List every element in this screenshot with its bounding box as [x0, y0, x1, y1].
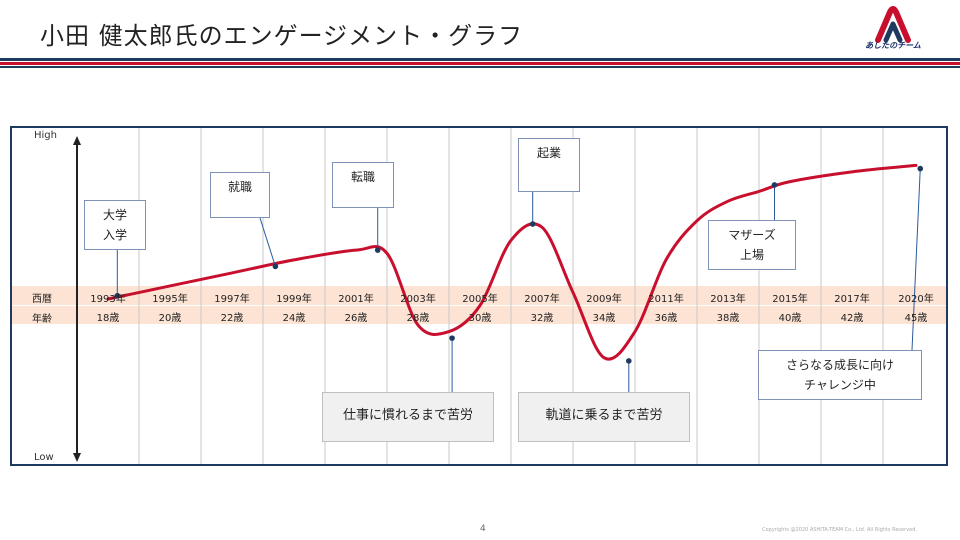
callout-text: 仕事に慣れるまで苦労 [342, 408, 473, 423]
callout-text: 上場 [739, 248, 764, 262]
engagement-chart: High Low 西暦 年齢 1993年 1995年 1997年 1999年 2001年… [10, 126, 948, 466]
callout-anchor-dot [114, 292, 121, 299]
callout-startup: 起業 [518, 138, 580, 192]
company-logo-icon [875, 6, 911, 43]
callout-change: 転職 [332, 162, 394, 208]
year-row-label: 西暦 [32, 294, 52, 305]
copyright-text: Copyrights @2020 ASHITA-TEAM Co., Ltd. A… [762, 527, 917, 533]
x-tick-year: 1995年 [152, 294, 188, 305]
x-tick-year: 2020年 [898, 294, 934, 305]
x-tick-year: 2003年 [400, 294, 436, 305]
callout-connector [259, 217, 276, 267]
callout-text: チャレンジ中 [804, 378, 876, 392]
age-row-label: 年齢 [32, 314, 52, 325]
age-band [12, 306, 946, 324]
x-tick-age: 32歳 [530, 313, 554, 324]
callout-maternity: マザーズ 上場 [708, 220, 796, 270]
callout-anchor-dot [529, 221, 536, 227]
x-tick-age: 28歳 [406, 313, 430, 324]
x-tick-year: 2011年 [648, 294, 684, 305]
callout-text: 就職 [227, 180, 252, 194]
x-tick-year: 2001年 [338, 294, 374, 305]
x-tick-age: 42歳 [840, 313, 864, 324]
callout-text: さらなる成長に向け [785, 358, 894, 372]
callout-anchor-dot [449, 335, 455, 341]
y-axis-high-label: High [34, 130, 57, 141]
company-logo-text: あしたのチーム [865, 41, 921, 50]
y-axis-arrow-up-icon [73, 136, 81, 145]
callout-struggle2: 軌道に乗るまで苦労 [518, 392, 690, 442]
callout-text: マザーズ [728, 228, 776, 242]
header-rule-red [0, 62, 960, 65]
callout-struggle1: 仕事に慣れるまで苦労 [322, 392, 494, 442]
callout-text: 起業 [536, 146, 561, 160]
x-tick-year: 1997年 [214, 294, 250, 305]
callout-anchor-dot [374, 247, 381, 253]
header-rule-navy [0, 58, 960, 61]
callout-connector [911, 168, 921, 351]
callout-text: 入学 [102, 228, 127, 242]
callout-text: 軌道に乗るまで苦労 [545, 408, 663, 423]
x-tick-age: 38歳 [716, 313, 740, 324]
header-rule-blue [0, 66, 960, 68]
page-title: 小田 健太郎氏のエンゲージメント・グラフ [40, 22, 524, 50]
x-tick-age: 45歳 [904, 313, 928, 324]
x-tick-age: 36歳 [654, 313, 678, 324]
page-number: 4 [480, 524, 486, 534]
x-tick-year: 1999年 [276, 294, 312, 305]
x-tick-age: 34歳 [592, 313, 616, 324]
callout-text: 転職 [350, 170, 375, 184]
x-tick-year: 2017年 [834, 294, 870, 305]
year-band [12, 286, 946, 305]
x-tick-year: 2015年 [772, 294, 808, 305]
x-tick-year: 2007年 [524, 294, 560, 305]
x-tick-age: 30歳 [468, 313, 492, 324]
x-tick-age: 20歳 [158, 313, 182, 324]
x-tick-year: 2005年 [462, 294, 498, 305]
x-tick-age: 26歳 [344, 313, 368, 324]
x-tick-age: 24歳 [282, 313, 306, 324]
x-tick-year: 2013年 [710, 294, 746, 305]
callout-anchor-dot [917, 165, 924, 172]
engagement-curve [106, 163, 918, 361]
x-tick-age: 40歳 [778, 313, 802, 324]
y-axis-arrow-down-icon [73, 453, 81, 462]
y-axis-low-label: Low [34, 452, 54, 463]
callout-job: 就職 [210, 172, 270, 218]
callout-text: 大学 [102, 208, 127, 222]
callout-anchor-dot [272, 263, 279, 270]
callout-future: さらなる成長に向け チャレンジ中 [758, 350, 922, 400]
callout-univ: 大学 入学 [84, 200, 146, 250]
callout-anchor-dot [771, 182, 778, 188]
x-tick-year: 1993年 [90, 294, 126, 305]
x-tick-age: 18歳 [96, 313, 120, 324]
x-tick-year: 2009年 [586, 294, 622, 305]
callout-anchor-dot [626, 358, 632, 364]
x-tick-age: 22歳 [220, 313, 244, 324]
